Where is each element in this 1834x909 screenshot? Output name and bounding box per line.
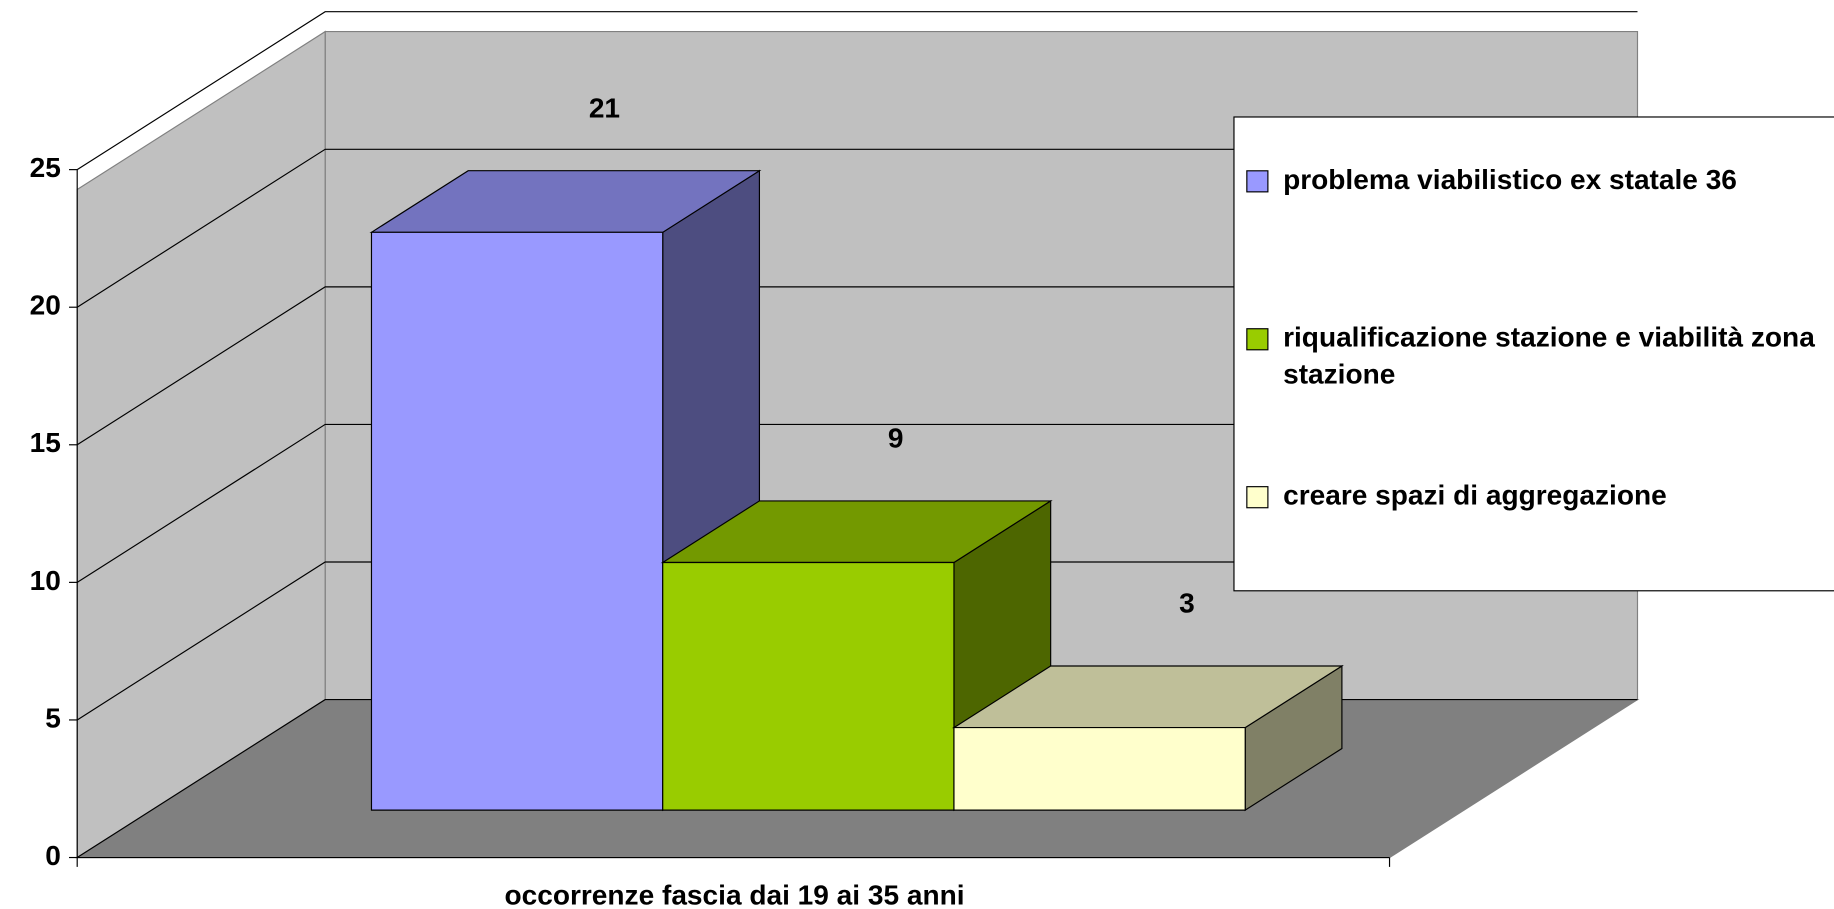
- grid-line: [76, 561, 1638, 721]
- y-tick-label: 25: [30, 152, 61, 183]
- legend-label: riqualificazione stazione e viabilità zo…: [1283, 322, 1823, 390]
- bar: [951, 664, 1344, 812]
- data-label: 9: [888, 422, 904, 453]
- y-tick-label: 0: [45, 840, 61, 871]
- data-label: 3: [1179, 588, 1195, 619]
- grid-line: [76, 423, 1638, 583]
- grid-line: [76, 11, 1638, 171]
- x-tick-label: occorrenze fascia dai 19 ai 35 anni: [504, 880, 964, 909]
- grid-line: [76, 148, 1638, 308]
- bar-front: [662, 561, 955, 811]
- bar-front: [953, 727, 1246, 811]
- legend-swatch: [1246, 328, 1269, 351]
- bar-front: [370, 231, 664, 811]
- legend-label: problema viabilistico ex statale 36: [1283, 164, 1737, 195]
- legend-swatch: [1246, 170, 1269, 193]
- y-tick-label: 20: [30, 290, 61, 321]
- legend-box: [1233, 116, 1834, 592]
- legend-swatch: [1246, 486, 1269, 509]
- legend-label: creare spazi di aggregazione: [1283, 480, 1667, 511]
- y-tick-label: 15: [30, 427, 61, 458]
- y-tick-label: 10: [30, 565, 61, 596]
- grid-line: [76, 286, 1638, 446]
- data-label: 21: [589, 92, 620, 123]
- y-tick-label: 5: [45, 702, 61, 733]
